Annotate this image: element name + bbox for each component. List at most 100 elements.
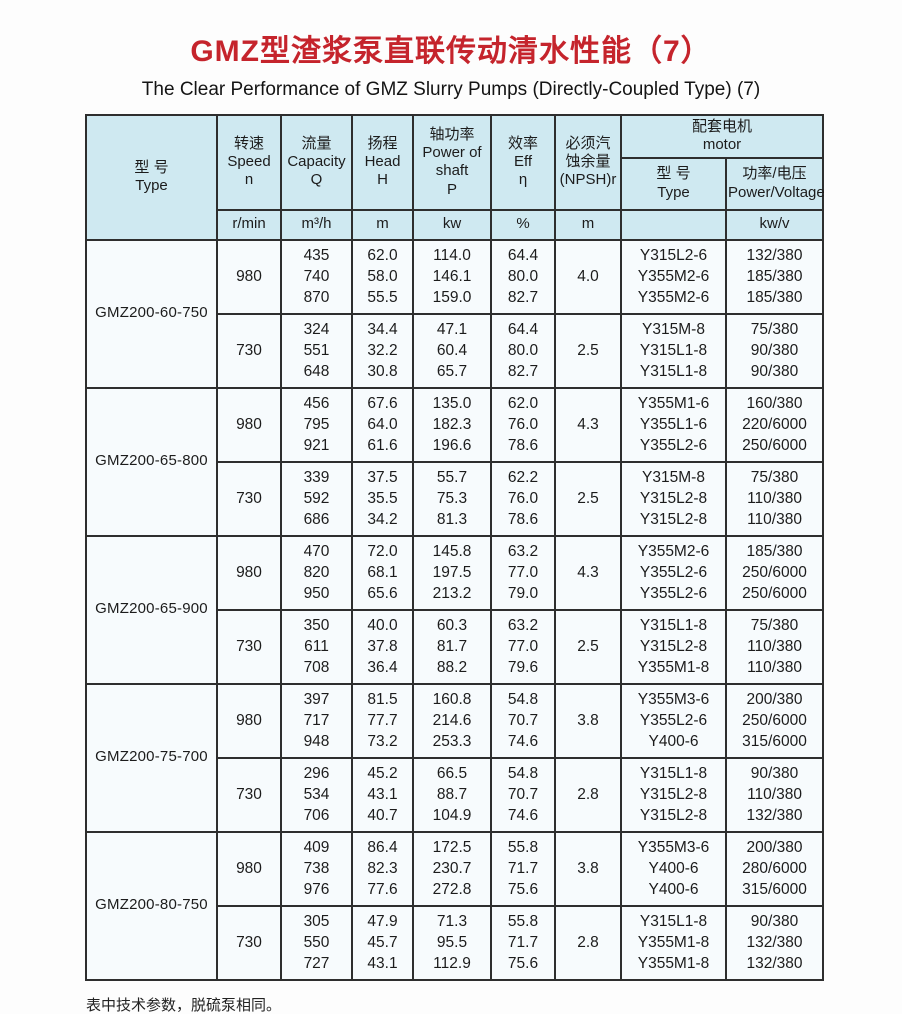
value-line: 77.0 — [507, 563, 539, 581]
value-line: Y315L1-8 — [639, 912, 708, 930]
value-line: 976 — [303, 881, 330, 899]
head-cell: 86.4 82.3 77.6 — [351, 830, 414, 907]
motor-type-cell: Y355M2-6 Y355L2-6 Y355L2-6 — [620, 534, 727, 611]
value-line: Y315L1-8 — [639, 341, 708, 359]
efficiency-cell: 54.8 70.7 74.6 — [490, 682, 556, 759]
speed-cell: 730 — [216, 904, 282, 981]
speed-cell: 730 — [216, 608, 282, 685]
page-title-zh: GMZ型渣浆泵直联传动清水性能（7） — [190, 35, 712, 68]
value-line: Y355M3-6 — [637, 690, 710, 708]
unit-motor-type — [620, 208, 727, 241]
efficiency-cell: 64.4 80.0 82.7 — [490, 238, 556, 315]
value-line: 34.2 — [367, 511, 398, 529]
value-line: 132/380 — [746, 933, 803, 951]
value-line: 80.0 — [507, 341, 539, 359]
value-line: 708 — [303, 659, 330, 677]
table-row: 730 350 611 708 40.0 37.8 36.4 60.3 81.7 88.2 63.2… — [86, 608, 825, 685]
efficiency-cell: 54.8 70.7 74.6 — [490, 756, 556, 833]
motor-type-cell: Y315M-8 Y315L1-8 Y315L1-8 — [620, 312, 727, 389]
value-line: 114.0 — [433, 246, 471, 264]
value-line: 76.0 — [507, 415, 539, 433]
value-line: 82.7 — [507, 289, 539, 307]
value-line: 185/380 — [746, 542, 803, 560]
value-line: 77.7 — [367, 711, 398, 729]
value-line: 60.4 — [436, 341, 468, 359]
header-motor-type: 型 号 Type — [620, 156, 727, 211]
npsh-cell: 4.3 — [554, 386, 622, 463]
value-line: 3.8 — [577, 859, 599, 877]
value-line: 110/380 — [747, 659, 802, 677]
table-row: GMZ200-60-750 980 435 740 870 62.0 58.0 55.5 114… — [85, 238, 825, 389]
pump-model-cell: GMZ200-75-700 — [85, 682, 218, 833]
npsh-cell: 4.3 — [554, 534, 622, 611]
value-line: 54.8 — [507, 764, 539, 782]
header-head: 扬程 Head H — [351, 114, 414, 211]
value-line: 110/380 — [747, 785, 802, 803]
efficiency-cell: 55.8 71.7 75.6 — [490, 904, 556, 981]
unit-npsh: m — [554, 208, 622, 241]
value-line: Y400-6 — [648, 859, 699, 877]
value-line: 79.6 — [507, 659, 539, 677]
value-line: 66.5 — [436, 764, 468, 782]
value-line: 95.5 — [436, 933, 468, 951]
value-line: 592 — [303, 489, 330, 507]
value-line: 55.7 — [436, 468, 468, 486]
value-line: 272.8 — [432, 881, 472, 899]
value-line: 81.3 — [436, 511, 468, 529]
value-line: 397 — [303, 690, 330, 708]
efficiency-cell: 63.2 77.0 79.0 — [490, 534, 556, 611]
spec-table-wrap: 型 号 Type 转速 Speed n 流量 Capacity Q 扬程 Hea… — [85, 114, 902, 981]
header-pump-type: 型 号 Type — [85, 114, 218, 241]
value-line: 980 — [236, 415, 262, 433]
value-line: 2.5 — [577, 489, 599, 507]
npsh-cell: 2.5 — [554, 460, 622, 537]
table-row: 730 305 550 727 47.9 45.7 43.1 71.3 95.5 112.9 55.… — [86, 904, 825, 981]
efficiency-cell: 64.4 80.0 82.7 — [490, 312, 556, 389]
value-line: 45.7 — [367, 933, 398, 951]
npsh-cell: 2.5 — [554, 608, 622, 685]
capacity-cell: 324 551 648 — [280, 312, 353, 389]
shaft-power-cell: 172.5 230.7 272.8 — [412, 830, 492, 907]
value-line: Y355L2-6 — [639, 585, 708, 603]
value-line: 730 — [236, 489, 262, 507]
header-capacity: 流量 Capacity Q — [280, 114, 353, 211]
value-line: 45.2 — [367, 764, 398, 782]
value-line: 948 — [303, 733, 330, 751]
value-line: 551 — [303, 341, 330, 359]
value-line: 3.8 — [577, 711, 599, 729]
shaft-power-cell: 55.7 75.3 81.3 — [412, 460, 492, 537]
value-line: 324 — [303, 320, 330, 338]
capacity-cell: 435 740 870 — [280, 238, 353, 315]
value-line: Y355M2-6 — [637, 289, 710, 307]
head-cell: 34.4 32.2 30.8 — [351, 312, 414, 389]
value-line: 37.8 — [367, 637, 398, 655]
value-line: 250/6000 — [742, 563, 807, 581]
motor-power-cell: 75/380 90/380 90/380 — [724, 312, 825, 389]
value-line: 75/380 — [750, 468, 799, 486]
page-title-en: The Clear Performance of GMZ Slurry Pump… — [141, 79, 761, 100]
speed-cell: 980 — [216, 682, 282, 759]
value-line: 35.5 — [367, 489, 398, 507]
unit-shaft-power: kw — [412, 208, 492, 241]
value-line: 64.0 — [367, 415, 398, 433]
value-line: 80.0 — [507, 267, 539, 285]
unit-motor-power: kw/v — [724, 208, 825, 241]
value-line: 67.6 — [367, 394, 398, 412]
value-line: 730 — [236, 785, 262, 803]
value-line: 250/6000 — [742, 585, 807, 603]
value-line: 950 — [303, 585, 330, 603]
value-line: Y315L1-8 — [639, 616, 708, 634]
value-line: 339 — [303, 468, 330, 486]
shaft-power-cell: 66.5 88.7 104.9 — [412, 756, 492, 833]
value-line: 280/6000 — [742, 859, 807, 877]
motor-type-cell: Y315L1-8 Y315L2-8 Y315L2-8 — [620, 756, 727, 833]
value-line: 75.3 — [436, 489, 468, 507]
value-line: 90/380 — [750, 764, 799, 782]
value-line: 456 — [303, 394, 330, 412]
value-line: 550 — [303, 933, 330, 951]
shaft-power-cell: 145.8 197.5 213.2 — [412, 534, 492, 611]
value-line: 250/6000 — [742, 437, 807, 455]
value-line: 86.4 — [367, 838, 398, 856]
value-line: Y355M2-6 — [637, 267, 710, 285]
shaft-power-cell: 60.3 81.7 88.2 — [412, 608, 492, 685]
